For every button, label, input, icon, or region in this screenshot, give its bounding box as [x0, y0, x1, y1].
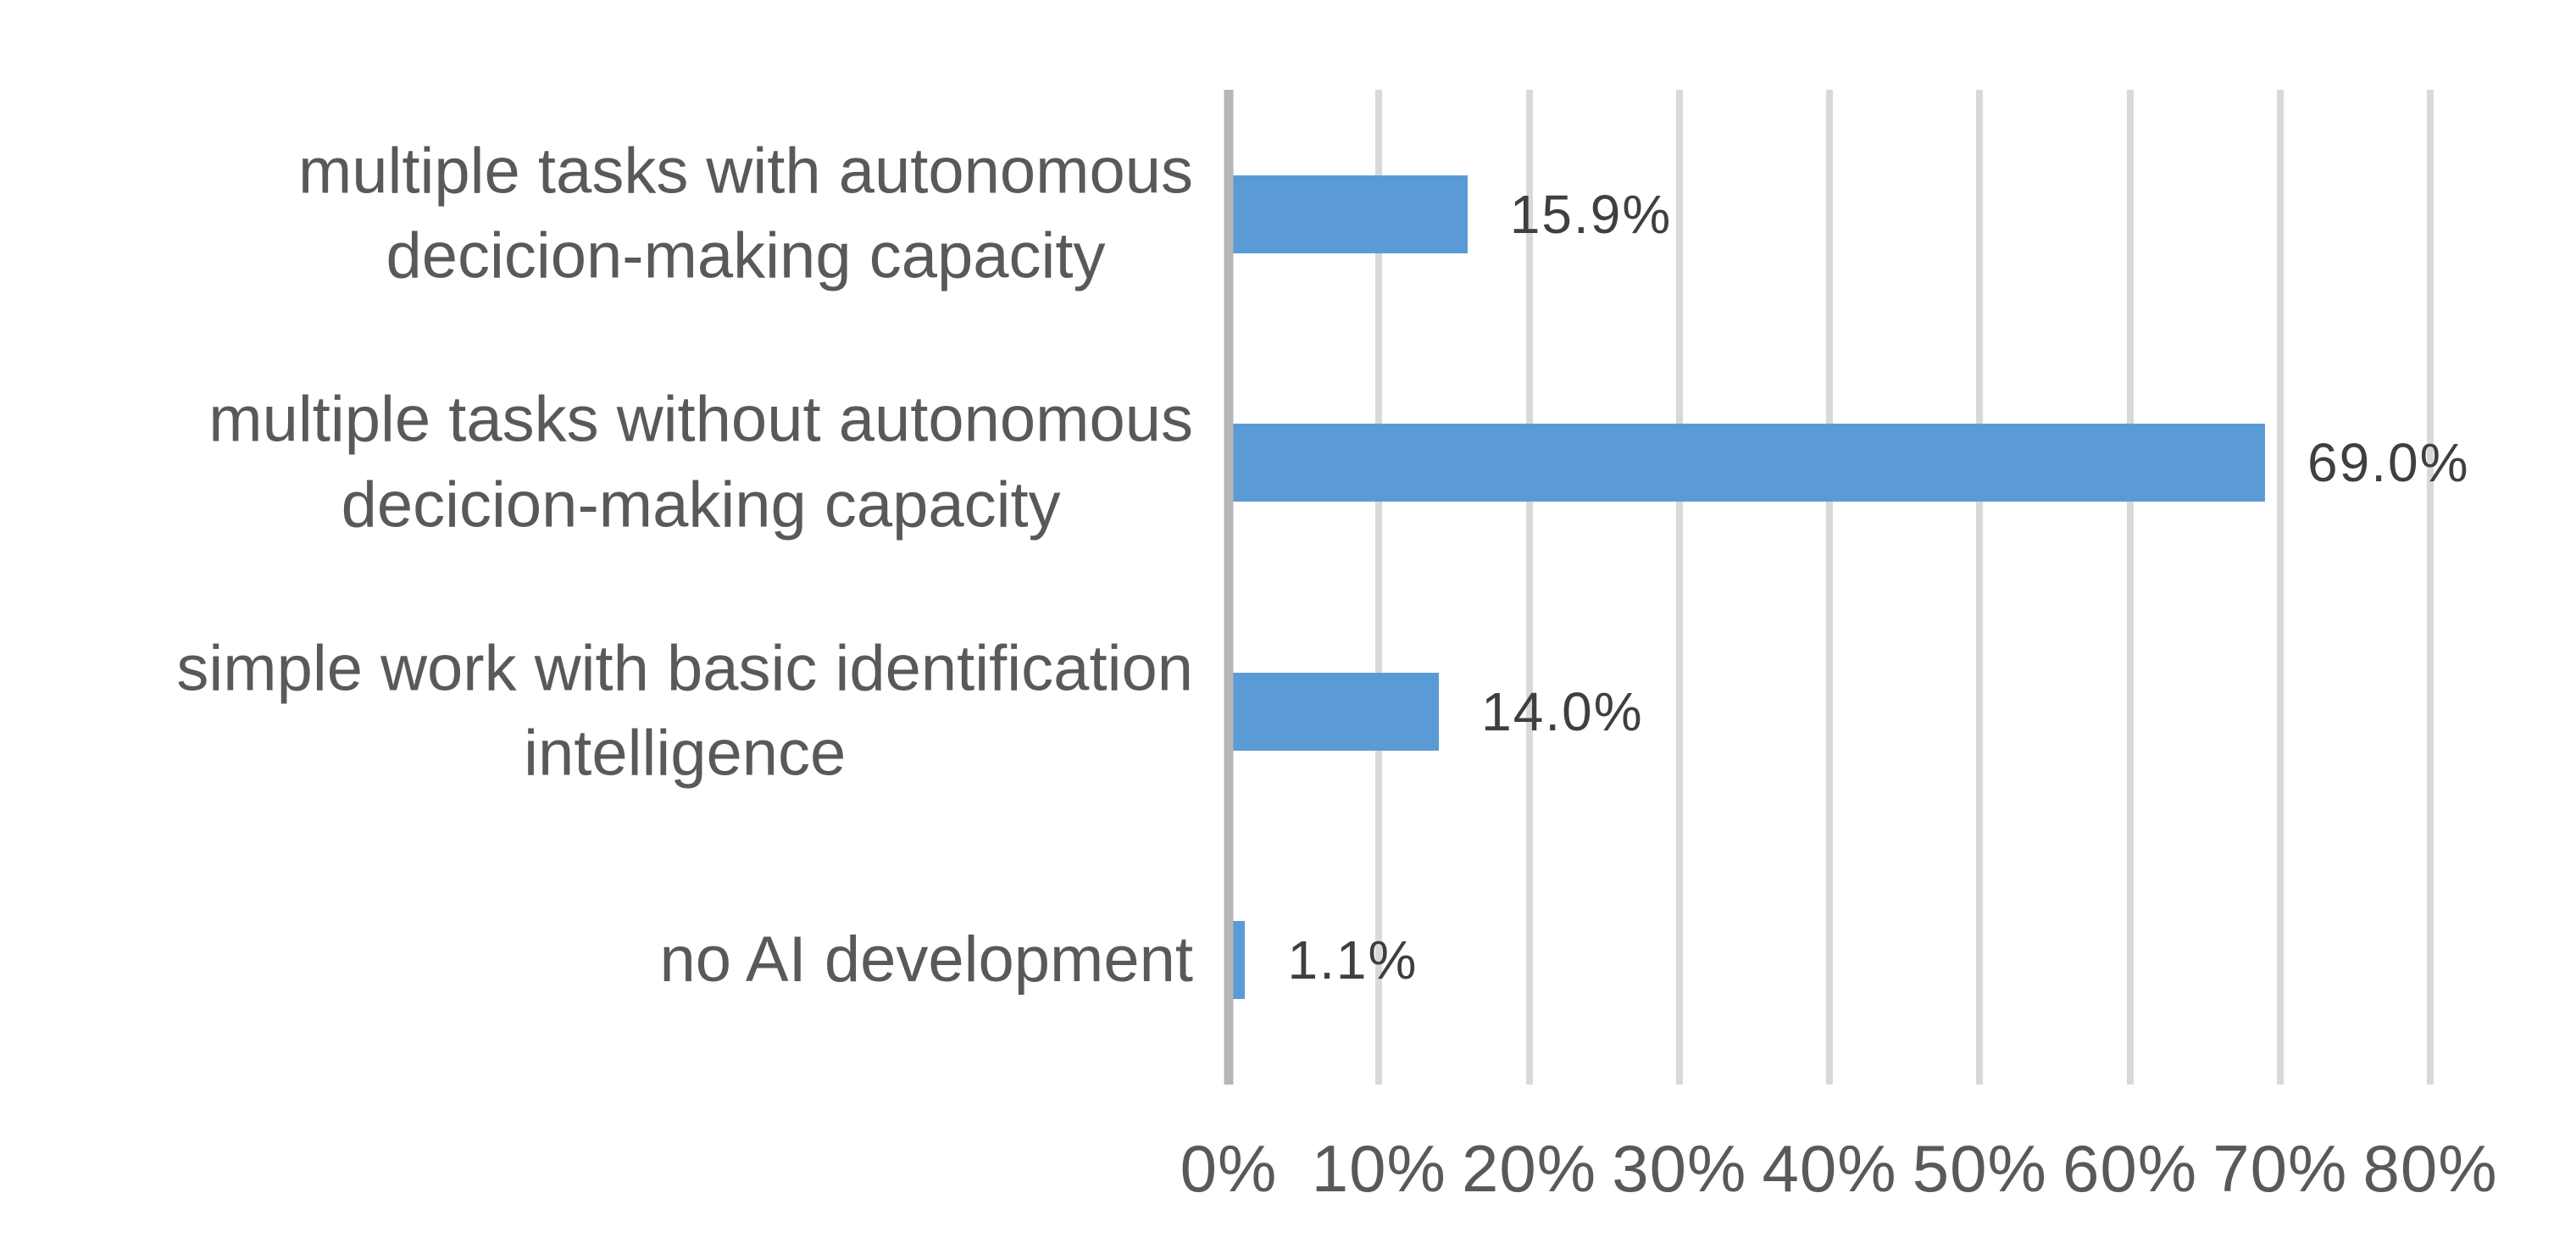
- x-tick-label: 30%: [1612, 1131, 1747, 1206]
- plot-area: 15.9% 69.0% 14.0% 1.1%: [0, 90, 2576, 1085]
- gridline: [2276, 90, 2284, 1085]
- value-label: 15.9%: [1509, 183, 1673, 245]
- x-tick-label: 0%: [1180, 1131, 1278, 1206]
- gridline: [1826, 90, 1833, 1085]
- value-label: 69.0%: [2307, 432, 2470, 494]
- x-tick-label: 40%: [1762, 1131, 1897, 1206]
- value-label: 1.1%: [1287, 929, 1418, 991]
- gridline: [1976, 90, 1984, 1085]
- x-tick-label: 50%: [1912, 1131, 2047, 1206]
- bar: [1229, 175, 1468, 253]
- category-label-line: no AI development: [659, 924, 1193, 996]
- category-label: no AI development: [659, 918, 1193, 1002]
- bar: [1229, 424, 2266, 502]
- category-label: multiple tasks without autonomous decicio…: [208, 378, 1193, 548]
- category-label-line: multiple tasks without autonomous: [208, 383, 1193, 456]
- y-axis-line: [1224, 90, 1234, 1085]
- gridline: [1675, 90, 1683, 1085]
- category-label: multiple tasks with autonomous decicion-m…: [298, 129, 1193, 299]
- x-tick-label: 60%: [2062, 1131, 2198, 1206]
- category-label-line: decicion-making capacity: [386, 219, 1106, 292]
- category-label: simple work with basic identification int…: [176, 626, 1193, 796]
- x-tick-label: 80%: [2362, 1131, 2498, 1206]
- gridline: [1525, 90, 1533, 1085]
- gridline: [2126, 90, 2134, 1085]
- category-label-line: decicion-making capacity: [341, 469, 1061, 541]
- value-label: 14.0%: [1481, 680, 1644, 742]
- category-label-line: multiple tasks with autonomous: [297, 135, 1193, 208]
- category-label-line: intelligence: [524, 717, 847, 790]
- gridline: [2427, 90, 2434, 1085]
- x-tick-label: 10%: [1311, 1131, 1446, 1206]
- x-tick-label: 20%: [1461, 1131, 1597, 1206]
- bar: [1229, 672, 1440, 751]
- x-tick-label: 70%: [2212, 1131, 2348, 1206]
- category-label-line: simple work with basic identification: [176, 632, 1193, 705]
- gridline: [1375, 90, 1383, 1085]
